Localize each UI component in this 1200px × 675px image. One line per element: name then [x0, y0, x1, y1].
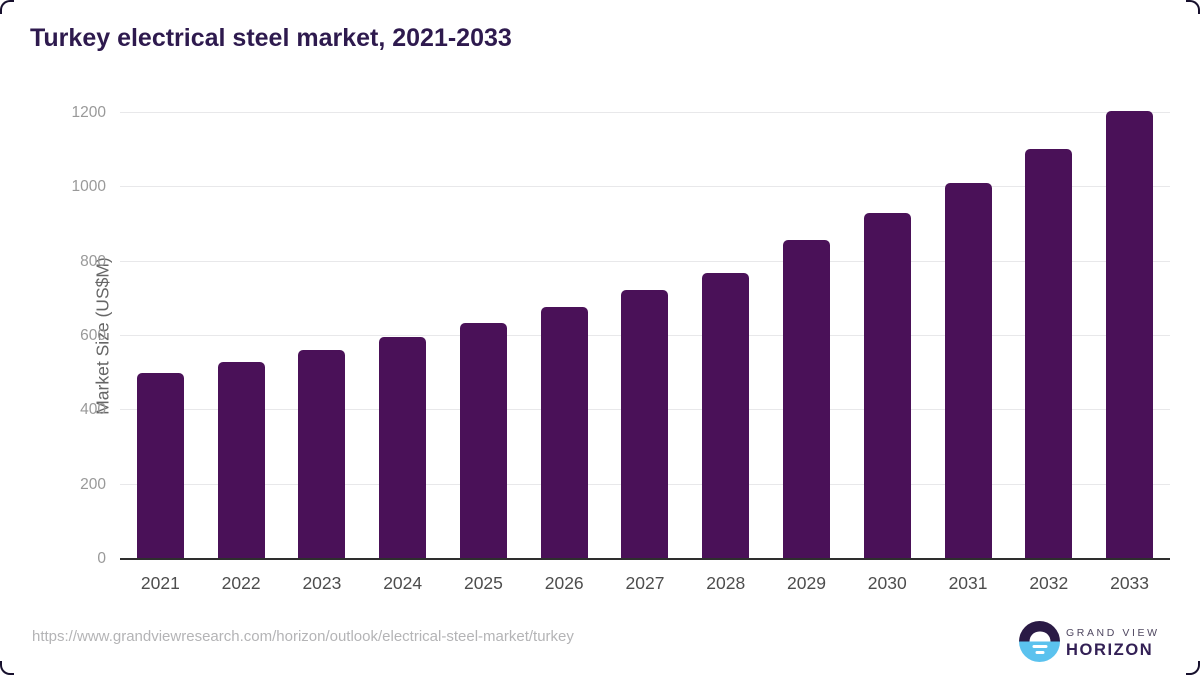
bar-2029 [783, 240, 830, 559]
x-tick-label: 2030 [867, 573, 907, 593]
bar-2030 [863, 213, 911, 559]
y-tick-label: 600 [80, 327, 106, 344]
bar-2024 [379, 337, 427, 559]
x-tick-label: 2031 [948, 573, 988, 593]
bar-column-2027: 2027 [605, 113, 686, 593]
logo-sun-dome [1029, 631, 1050, 642]
bar-series: 2021 2022 2023 2024 2025 2026 2027 2028 2029 2030… [120, 110, 1170, 593]
bar-2032 [1025, 148, 1073, 559]
x-tick-label: 2028 [706, 573, 746, 593]
y-tick-label: 1000 [71, 178, 106, 196]
rounded-corner-bottom-right [1186, 661, 1200, 675]
x-tick-label: 2032 [1029, 573, 1069, 593]
y-tick-label: 200 [80, 475, 106, 493]
bar-column-2023: 2023 [282, 113, 363, 593]
bar-column-2025: 2025 [443, 113, 524, 593]
bar-column-2030: 2030 [847, 113, 928, 593]
chart-title: Turkey electrical steel market, 2021-203… [30, 24, 512, 52]
bar-column-2022: 2022 [201, 113, 282, 593]
gridline-1200 [120, 112, 1170, 113]
x-tick-label: 2026 [544, 573, 584, 593]
rounded-corner-top-right [1186, 0, 1200, 14]
rounded-corner-top-left [0, 0, 14, 14]
x-tick-label: 2033 [1110, 573, 1150, 593]
bar-2022 [217, 362, 265, 559]
y-axis-tick-labels: 0 200 400 600 800 1000 1200 [0, 104, 106, 567]
bar-2021 [136, 373, 184, 559]
logo-text: GRAND VIEW HORIZON [1066, 627, 1160, 660]
source-url: https://www.grandviewresearch.com/horizo… [32, 628, 574, 645]
bar-column-2031: 2031 [928, 113, 1009, 593]
bar-2026 [540, 306, 588, 559]
bar-2025 [459, 323, 507, 559]
y-tick-label: 800 [80, 252, 106, 270]
bar-2027 [621, 289, 669, 559]
logo-horizon-line-1 [1032, 645, 1047, 648]
x-tick-label: 2027 [625, 573, 665, 593]
bar-column-2033: 2033 [1089, 110, 1170, 593]
bar-2033 [1106, 110, 1154, 559]
bar-2031 [944, 183, 992, 559]
bar-column-2029: 2029 [766, 113, 847, 593]
y-tick-label: 0 [97, 550, 106, 567]
x-axis-line [120, 558, 1170, 560]
gridline-800 [120, 260, 1170, 262]
bar-column-2032: 2032 [1008, 113, 1089, 593]
y-tick-label: 1200 [71, 104, 106, 121]
x-tick-label: 2023 [302, 573, 342, 593]
bar-column-2028: 2028 [685, 113, 766, 593]
bar-2023 [298, 350, 346, 559]
logo-text-grand-view: GRAND VIEW [1066, 627, 1160, 639]
plot-area: 2021 2022 2023 2024 2025 2026 2027 2028 2029 2030… [120, 110, 1170, 593]
x-tick-label: 2021 [140, 573, 180, 593]
x-tick-label: 2029 [787, 573, 826, 593]
bar-column-2024: 2024 [362, 113, 443, 593]
bar-2028 [702, 272, 750, 559]
bar-column-2021: 2021 [120, 113, 201, 593]
x-tick-label: 2025 [463, 573, 503, 593]
grand-view-horizon-logo: GRAND VIEW HORIZON [1019, 621, 1169, 663]
x-tick-label: 2022 [221, 573, 261, 593]
logo-text-horizon: HORIZON [1066, 641, 1154, 659]
y-tick-label: 400 [80, 401, 106, 419]
logo-horizon-line-2 [1035, 651, 1044, 654]
horizon-sun-logo-icon [1019, 621, 1060, 662]
x-tick-label: 2024 [383, 573, 423, 593]
rounded-corner-bottom-left [0, 661, 14, 675]
gridline-1000 [120, 186, 1170, 188]
bar-column-2026: 2026 [524, 113, 605, 593]
